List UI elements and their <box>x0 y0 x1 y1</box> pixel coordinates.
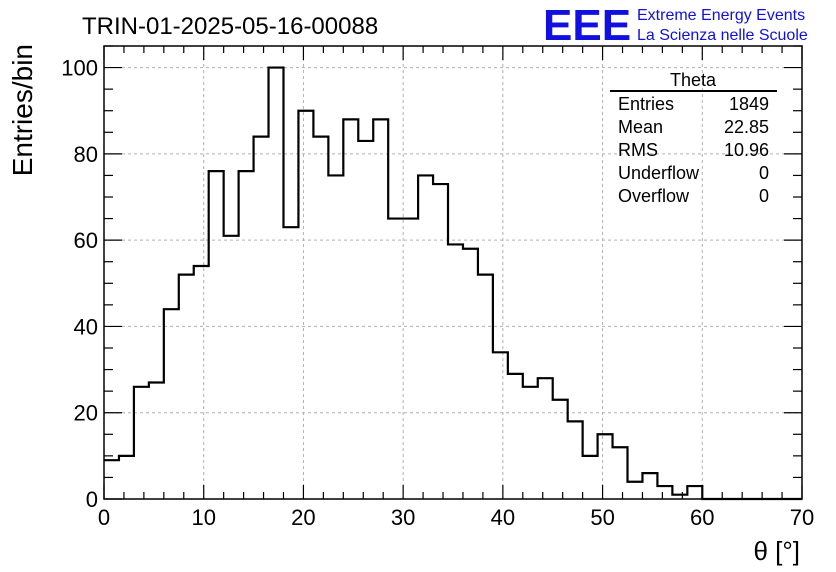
stats-row-label: Underflow <box>618 163 700 183</box>
x-tick-label: 0 <box>98 505 110 530</box>
x-tick-label: 30 <box>391 505 415 530</box>
x-tick-label: 10 <box>191 505 215 530</box>
stats-row-label: Mean <box>618 117 663 137</box>
eee-logo: EEE Extreme Energy Events La Scienza nel… <box>543 1 808 50</box>
x-axis-label: θ [°] <box>753 536 800 566</box>
x-tick-label: 50 <box>590 505 614 530</box>
y-tick-label: 80 <box>74 142 98 167</box>
stats-row-label: Entries <box>618 94 674 114</box>
stats-title: Theta <box>670 70 717 90</box>
x-tick-label: 40 <box>491 505 515 530</box>
logo-line1: Extreme Energy Events <box>637 7 805 24</box>
chart-title: TRIN-01-2025-05-16-00088 <box>82 13 378 40</box>
axis-ticks <box>103 45 803 500</box>
grid-lines <box>104 46 802 499</box>
stats-row-label: RMS <box>618 140 658 160</box>
y-tick-label: 20 <box>74 401 98 426</box>
stats-row-value: 1849 <box>729 94 769 114</box>
tick-labels: 0 10 20 30 40 50 60 70 0 20 40 60 80 100 <box>61 56 814 530</box>
stats-row-label: Overflow <box>618 186 690 206</box>
stats-row-value: 10.96 <box>724 140 769 160</box>
logo-mark: EEE <box>543 1 631 50</box>
y-axis-label: Entries/bin <box>7 44 38 176</box>
y-tick-label: 100 <box>61 56 98 81</box>
stats-row-value: 0 <box>759 186 769 206</box>
x-tick-label: 20 <box>291 505 315 530</box>
stats-row-value: 0 <box>759 163 769 183</box>
plot-frame <box>103 45 803 500</box>
stats-row-value: 22.85 <box>724 117 769 137</box>
stats-box: Theta Entries 1849 Mean 22.85 RMS 10.96 Underf… <box>610 70 777 206</box>
x-tick-label: 70 <box>790 505 814 530</box>
histogram-series-line <box>104 66 802 501</box>
y-tick-label: 0 <box>86 487 98 512</box>
y-tick-label: 40 <box>74 314 98 339</box>
x-tick-label: 60 <box>690 505 714 530</box>
y-tick-label: 60 <box>74 228 98 253</box>
stats-rows: Entries 1849 Mean 22.85 RMS 10.96 Underflow 0 Ov… <box>618 94 769 206</box>
logo-line2: La Scienza nelle Scuole <box>637 27 808 44</box>
